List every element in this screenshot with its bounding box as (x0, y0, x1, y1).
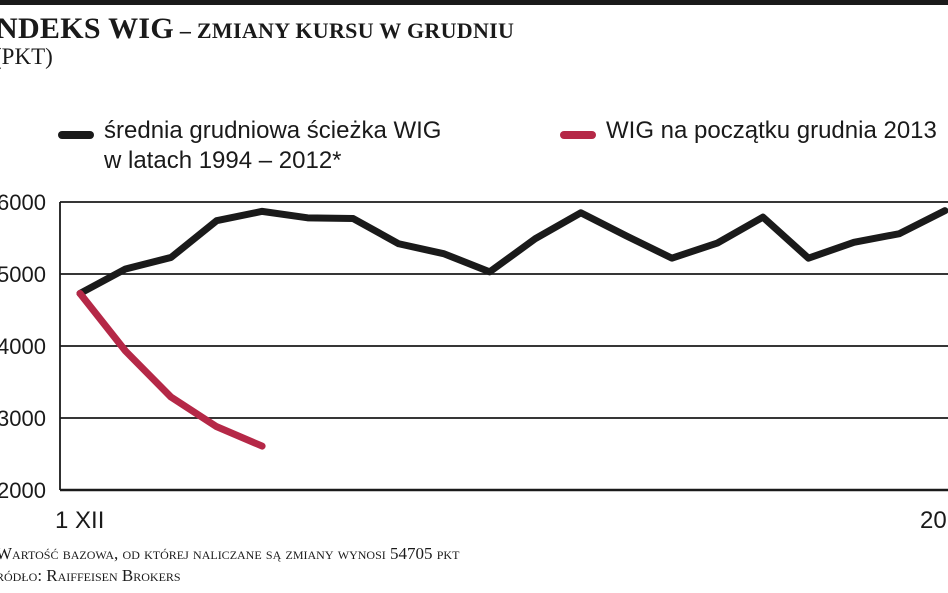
top-rule (0, 0, 948, 5)
legend-label-average: średnia grudniowa ścieżka WIG w latach 1… (104, 116, 441, 176)
series-line-2013 (76, 289, 266, 450)
unit-label-text: PKT) (1, 44, 53, 69)
footnote-source: ródło: Raiffeisen Brokers (0, 566, 181, 585)
y-tick-label: 6000 (0, 190, 46, 215)
legend-label-average-line1: średnia grudniowa ścieżka WIG (104, 117, 442, 144)
footnote-base-value: Wartość bazowa, od której naliczane są z… (0, 544, 460, 563)
unit-label: (PKT) (0, 44, 53, 70)
legend-label-average-line2: w latach 1994 – 2012* (104, 147, 342, 174)
series-line-average (76, 207, 948, 297)
y-tick-label: 3000 (0, 406, 46, 431)
y-tick-label: 4000 (0, 334, 46, 359)
x-tick-label: 1 XII (55, 507, 104, 534)
y-tick-label: 5000 (0, 262, 46, 287)
chart-title: NDEKS WIG – ZMIANY KURSU W GRUDNIU (0, 12, 514, 46)
legend-swatch-average (58, 131, 94, 139)
legend-label-2013: WIG na początku grudnia 2013 (606, 117, 937, 144)
x-tick-label: 20 X (920, 507, 948, 534)
y-tick-label: 2000 (0, 478, 46, 503)
chart-title-rest: – ZMIANY KURSU W GRUDNIU (174, 18, 515, 43)
legend-swatch-2013 (560, 131, 596, 139)
chart-title-main: NDEKS WIG (0, 12, 175, 45)
